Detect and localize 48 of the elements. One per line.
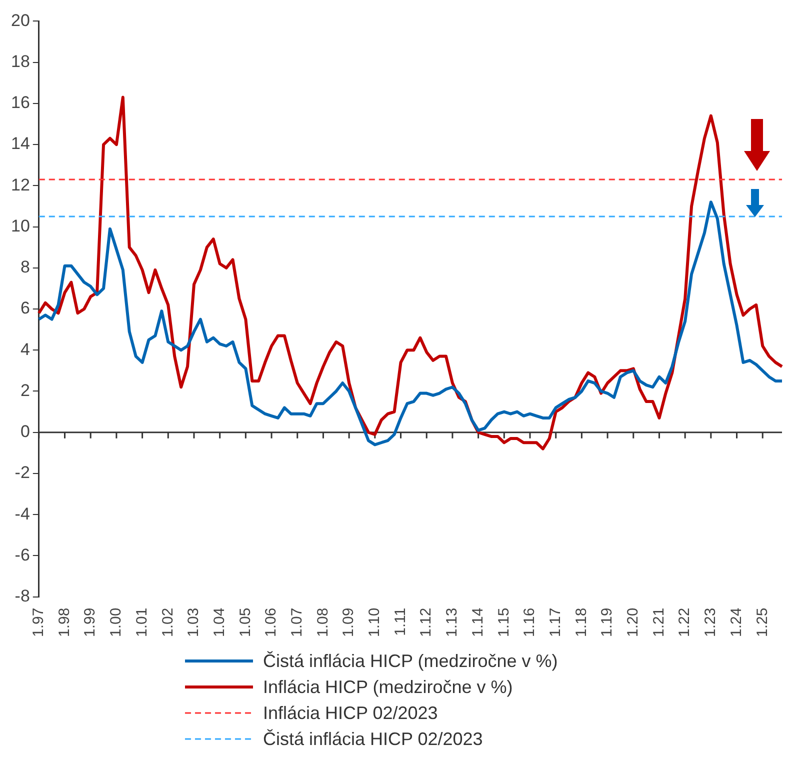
x-tick-label: 1.98: [56, 608, 73, 638]
x-tick-label: 1.00: [108, 608, 125, 638]
x-tick-label: 1.06: [262, 608, 280, 638]
x-tick-label: 1.14: [469, 608, 486, 638]
x-tick-label: 1.23: [702, 608, 720, 638]
x-tick-label: 1.10: [366, 608, 384, 638]
x-tick-label: 1.12: [418, 608, 435, 638]
legend-label: Inflácia HICP (medziročne v %): [263, 676, 513, 698]
legend-label: Čistá inflácia HICP 02/2023: [263, 728, 483, 750]
y-tick-label: 20: [10, 10, 30, 30]
x-tick-label: 1.17: [546, 608, 564, 638]
y-tick-label: 16: [10, 93, 30, 112]
x-tick-label: 1.99: [82, 608, 99, 638]
x-tick-label: 1.02: [159, 608, 176, 638]
legend-label: Inflácia HICP 02/2023: [263, 702, 438, 724]
y-tick-label: 14: [10, 134, 30, 154]
x-tick-label: 1.04: [210, 608, 228, 638]
x-tick-label: 1.22: [676, 608, 694, 638]
x-tick-label: 1.20: [624, 608, 642, 638]
y-tick-label: 12: [10, 175, 30, 194]
x-tick-label: 1.03: [185, 608, 202, 638]
y-tick-label: 4: [20, 340, 30, 359]
y-tick-label: 8: [20, 258, 30, 277]
y-tick-label: -8: [14, 586, 30, 606]
y-tick-label: -4: [14, 504, 30, 524]
y-tick-label: 18: [10, 52, 30, 71]
x-tick-label: 1.19: [598, 608, 616, 638]
x-tick-label: 1.07: [288, 608, 306, 638]
x-tick-label: 1.09: [340, 608, 358, 638]
x-tick-label: 1.08: [314, 608, 332, 638]
y-tick-label: 2: [20, 380, 30, 400]
x-tick-label: 1.15: [495, 608, 512, 638]
y-tick-label: -2: [14, 463, 30, 482]
x-tick-label: 1.24: [728, 608, 745, 638]
y-tick-label: 6: [20, 298, 30, 318]
x-tick-label: 1.01: [133, 608, 150, 638]
x-tick-label: 1.25: [754, 608, 771, 638]
x-tick-label: 1.18: [572, 608, 590, 638]
x-tick-label: 1.97: [30, 608, 48, 638]
x-tick-label: 1.21: [650, 608, 668, 638]
x-tick-label: 1.11: [392, 608, 409, 636]
x-tick-label: 1.16: [521, 608, 538, 638]
x-tick-label: 1.05: [236, 608, 254, 638]
y-tick-label: 0: [20, 422, 30, 442]
legend-label: Čistá inflácia HICP (medziročne v %): [263, 650, 558, 672]
y-tick-label: 10: [10, 216, 30, 236]
y-tick-label: -6: [14, 545, 30, 564]
x-tick-label: 1.13: [444, 608, 461, 638]
